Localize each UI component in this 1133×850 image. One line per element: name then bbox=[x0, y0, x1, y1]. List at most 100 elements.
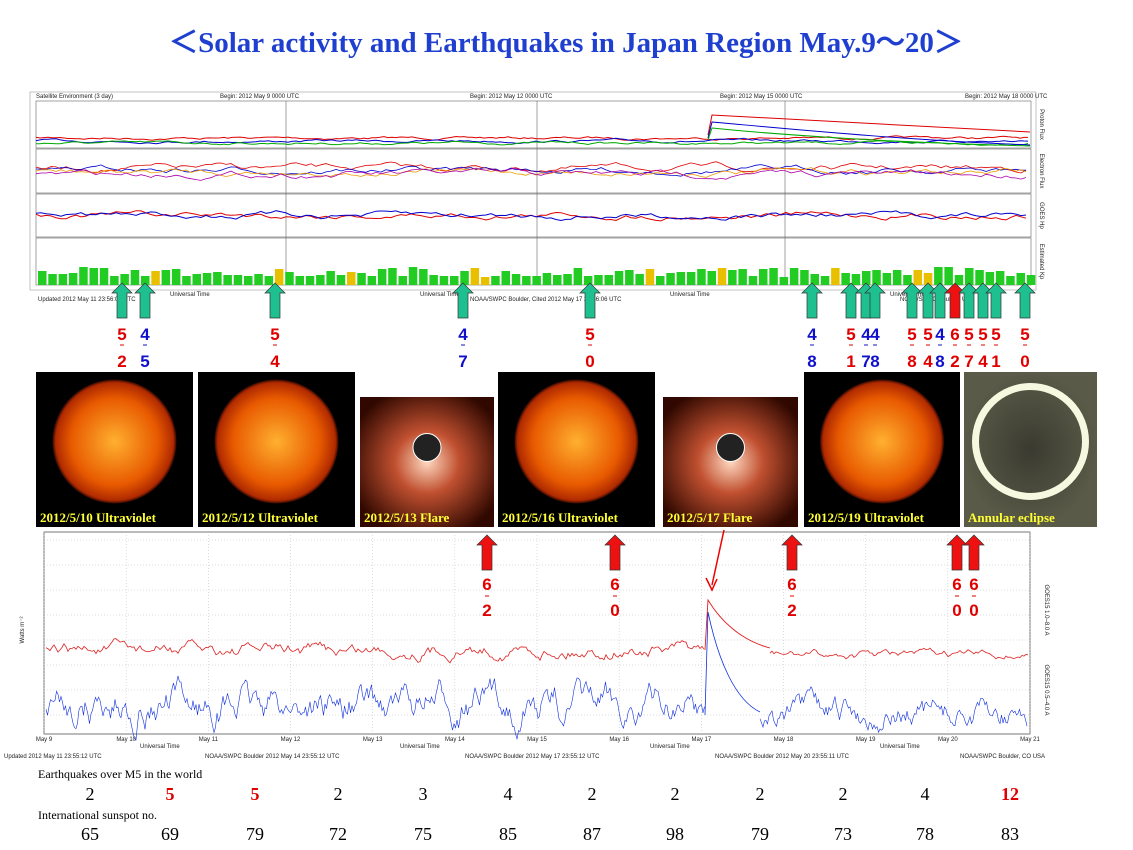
quake-decimal: 0 bbox=[585, 352, 594, 371]
decor-bar bbox=[202, 273, 212, 285]
image: 2012/5/12 Ultraviolet bbox=[198, 372, 355, 527]
panel-x-label: Universal Time bbox=[170, 292, 210, 298]
panel-footer: NOAA/SWPC Boulder, Cited 2012 May 17 23:… bbox=[470, 297, 622, 303]
decor-bar bbox=[48, 274, 57, 285]
decor-bar bbox=[625, 270, 634, 285]
decor-bar bbox=[367, 276, 377, 285]
quake-magnitude: 6 bbox=[787, 575, 796, 594]
image-caption: 2012/5/16 Ultraviolet bbox=[502, 510, 619, 525]
decor-bar bbox=[161, 270, 171, 285]
decor-bar bbox=[79, 267, 88, 285]
green-arrow bbox=[1014, 282, 1036, 319]
decor-bar bbox=[614, 271, 624, 285]
decor-bar bbox=[635, 274, 644, 285]
quake-count: 5 bbox=[251, 784, 260, 804]
day-label: May 17 bbox=[691, 737, 711, 743]
quake-decimal: 1 bbox=[991, 352, 1000, 371]
decor-bar bbox=[810, 274, 819, 285]
decor-bar bbox=[656, 276, 665, 285]
day-label: May 16 bbox=[609, 737, 629, 743]
x-label: Universal Time bbox=[880, 744, 920, 750]
decor-bar bbox=[563, 274, 572, 285]
image-bg bbox=[964, 372, 1097, 527]
strip bbox=[35, 193, 1032, 238]
sunspot-number: 87 bbox=[583, 824, 601, 844]
decor-bar bbox=[954, 275, 964, 285]
quake-decimal: 4 bbox=[270, 352, 280, 371]
sunspot-number: 83 bbox=[1001, 824, 1019, 844]
decor-bar bbox=[686, 272, 696, 285]
decor-bar bbox=[182, 276, 191, 285]
quake-magnitude: 6 bbox=[969, 575, 978, 594]
decor-bar bbox=[450, 276, 459, 285]
green-arrow bbox=[579, 282, 601, 319]
decor-bar bbox=[738, 269, 747, 285]
quake-decimal: 0 bbox=[1020, 352, 1029, 371]
decor-bar bbox=[985, 272, 995, 285]
decor bbox=[707, 121, 1031, 146]
quake-count: 2 bbox=[756, 784, 765, 804]
decor-bar bbox=[491, 276, 500, 285]
image: Annular eclipse bbox=[964, 372, 1097, 527]
day-label: May 10 bbox=[116, 737, 136, 743]
strip-label: Estimated Kp bbox=[1038, 244, 1044, 280]
quake-decimal: 7 bbox=[964, 352, 973, 371]
day-label: May 19 bbox=[856, 737, 876, 743]
decor-bar bbox=[192, 274, 201, 285]
decor-bar bbox=[851, 274, 861, 285]
quake-decimal: 0 bbox=[952, 601, 961, 620]
quake-decimal: 8 bbox=[870, 352, 879, 371]
decor-bar bbox=[769, 268, 778, 285]
quake-magnitude: 5 bbox=[270, 325, 279, 344]
quake-decimal: 0 bbox=[610, 601, 619, 620]
decor-bar bbox=[460, 271, 469, 285]
panel-header: Satellite Environment (3 day) bbox=[36, 94, 113, 100]
series-label: GOES15 1.0–8.0 A bbox=[1043, 584, 1049, 635]
image: 2012/5/19 Ultraviolet bbox=[804, 372, 960, 527]
decor-bar bbox=[501, 271, 510, 285]
x-label: Universal Time bbox=[140, 744, 180, 750]
green-arrow bbox=[134, 282, 156, 319]
decor-bar bbox=[542, 273, 552, 285]
green-arrow bbox=[264, 282, 286, 319]
green-arrow bbox=[801, 282, 823, 319]
sun-disk bbox=[52, 379, 177, 504]
decor-bar bbox=[697, 269, 706, 285]
decor-bar bbox=[892, 270, 902, 285]
green-arrow bbox=[864, 282, 886, 319]
decor-bar bbox=[1016, 273, 1025, 285]
quake-magnitude: 6 bbox=[482, 575, 491, 594]
quake-count: 2 bbox=[671, 784, 680, 804]
quake-decimal: 0 bbox=[969, 601, 978, 620]
decor-bar bbox=[820, 276, 830, 285]
sunspot-number: 79 bbox=[751, 824, 769, 844]
day-label: May 18 bbox=[774, 737, 794, 743]
decor-bar bbox=[326, 271, 335, 285]
panel-footer: NOAA/SWPC Boulder 2012 May 17 23:55:12 U… bbox=[465, 754, 600, 760]
quake-decimal: 7 bbox=[861, 352, 870, 371]
quake-magnitude: 5 bbox=[117, 325, 126, 344]
decor-bar bbox=[305, 276, 315, 285]
panel-header: Begin: 2012 May 9 0000 UTC bbox=[220, 94, 300, 100]
quake-magnitude: 5 bbox=[907, 325, 916, 344]
quake-magnitude: 4 bbox=[861, 325, 871, 344]
decor-bar bbox=[68, 273, 78, 285]
decor-bar bbox=[254, 274, 263, 285]
sunspot-number: 79 bbox=[246, 824, 264, 844]
decor-bar bbox=[357, 273, 366, 285]
decor-bar bbox=[759, 269, 768, 285]
quake-magnitude: 5 bbox=[585, 325, 594, 344]
image-caption: 2012/5/12 Ultraviolet bbox=[202, 510, 319, 525]
quake-magnitude: 6 bbox=[952, 575, 961, 594]
decor-bar bbox=[553, 275, 562, 285]
sunspot-number: 75 bbox=[414, 824, 432, 844]
decor bbox=[707, 114, 1031, 136]
decor-bar bbox=[264, 276, 274, 285]
quake-magnitude: 5 bbox=[991, 325, 1000, 344]
decor-bar bbox=[532, 276, 541, 285]
decor-bar bbox=[934, 267, 943, 285]
decor-bar bbox=[244, 276, 253, 285]
panel-footer: NOAA/SWPC Boulder 2012 May 20 23:55:11 U… bbox=[715, 754, 850, 760]
image-caption: 2012/5/10 Ultraviolet bbox=[40, 510, 157, 525]
decor-bar bbox=[511, 274, 521, 285]
